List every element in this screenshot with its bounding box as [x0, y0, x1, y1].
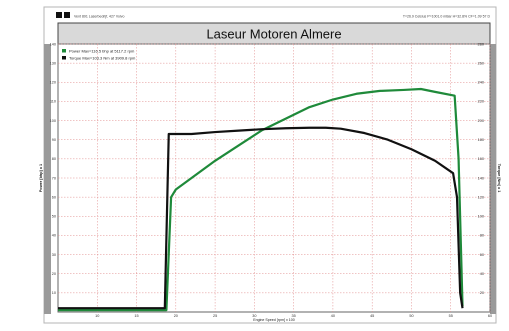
conditions-text: T=26.9 Celsius P=1001.0 mBar H=32.8% CF=… [403, 15, 491, 19]
legend-swatch-power [62, 49, 66, 53]
y2-tick-label: 60 [480, 253, 484, 257]
run-info-marker-1 [56, 12, 62, 18]
y-tick-label: 110 [50, 100, 56, 104]
y-tick-label: 70 [52, 176, 56, 180]
y2-tick-label: 120 [478, 195, 484, 199]
y-tick-label: 60 [52, 195, 56, 199]
series-lines [58, 87, 464, 312]
y-tick-label: 90 [52, 138, 56, 142]
x-tick-label: 25 [213, 314, 217, 318]
y2-tick-label: 220 [478, 100, 484, 104]
y2-tick-label: 180 [478, 138, 484, 142]
y-axis-label-left: Power [bhp] x 1 [39, 164, 43, 192]
y2-tick-label: 100 [478, 215, 484, 219]
right-sidebar [490, 44, 496, 314]
y-tick-label: 50 [52, 215, 56, 219]
x-tick-label: 55 [449, 314, 453, 318]
y2-tick-label: 200 [478, 119, 484, 123]
x-axis-label: Engine Speed [rpm] x 100 [253, 318, 295, 322]
y-tick-label: 20 [52, 272, 56, 276]
y2-tick-label: 240 [478, 81, 484, 85]
x-tick-labels: 10 15 20 25 30 35 40 45 50 55 60 [95, 314, 492, 318]
x-tick-label: 45 [370, 314, 374, 318]
run-info-marker-2 [64, 12, 70, 18]
power-curve [58, 87, 464, 312]
x-tick-label: 15 [134, 314, 138, 318]
torque-curve [58, 126, 464, 310]
y-tick-label: 120 [50, 81, 56, 85]
y-tick-label: 80 [52, 157, 56, 161]
left-sidebar [44, 44, 51, 314]
x-tick-label: 30 [252, 314, 256, 318]
x-tick-label: 10 [95, 314, 99, 318]
x-tick-label: 20 [174, 314, 178, 318]
y-tick-label: 40 [52, 234, 56, 238]
legend-label-power: Power Max=116.5 bhp at 5117.2 rpm [69, 49, 135, 54]
y2-tick-label: 280 [478, 42, 484, 46]
y2-tick-label: 20 [480, 291, 484, 295]
y-axis-label-right: Torque [Nm] x 1 [497, 164, 501, 193]
run-info-text: Vent 891 Laserbedrijf, 427 Volvo [74, 15, 124, 19]
legend-swatch-torque [62, 56, 66, 60]
y-tick-label: 140 [50, 42, 56, 46]
grid [58, 43, 491, 312]
y2-tick-label: 40 [480, 272, 484, 276]
y-tick-labels: 10 20 30 40 50 60 70 80 90 100 110 120 130 140 [50, 42, 56, 295]
y2-tick-label: 140 [478, 176, 484, 180]
x-tick-label: 60 [488, 314, 492, 318]
x-tick-label: 40 [331, 314, 335, 318]
chart-title: Laseur Motoren Almere [206, 27, 341, 42]
y-tick-label: 100 [50, 119, 56, 123]
x-tick-label: 35 [292, 314, 296, 318]
y2-tick-label: 260 [478, 61, 484, 65]
y2-tick-label: 160 [478, 157, 484, 161]
y2-tick-labels: 20 40 60 80 100 120 140 160 180 200 220 240 260 280 [478, 42, 484, 295]
y2-tick-label: 80 [480, 234, 484, 238]
y-tick-label: 130 [50, 61, 56, 65]
y-tick-label: 30 [52, 253, 56, 257]
x-tick-label: 50 [409, 314, 413, 318]
legend-label-torque: Torque Max=103.3 Nm at 3909.8 rpm [69, 56, 136, 61]
y-tick-label: 10 [52, 291, 56, 295]
